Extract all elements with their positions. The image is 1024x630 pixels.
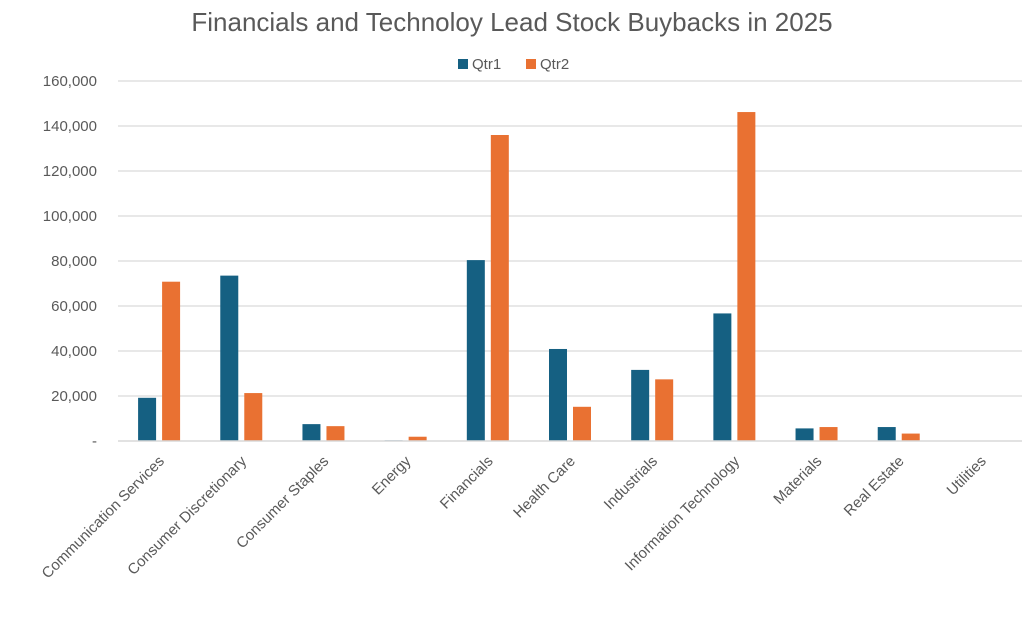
- bar-qtr2-energy: [408, 436, 427, 441]
- bars: [138, 112, 920, 442]
- x-tick-label: Energy: [369, 452, 415, 498]
- bar-qtr2-industrials: [655, 379, 674, 441]
- bar-qtr2-health-care: [573, 406, 591, 441]
- y-tick-label: 120,000: [43, 163, 97, 180]
- y-tick-label: 40,000: [51, 343, 97, 360]
- bar-qtr1-industrials: [631, 369, 650, 441]
- x-tick-label: Financials: [437, 453, 497, 513]
- y-tick-label: 20,000: [51, 388, 97, 405]
- legend-swatch-qtr2: [526, 59, 536, 69]
- bar-qtr2-financials: [490, 135, 509, 441]
- legend-swatch-qtr1: [458, 59, 468, 69]
- bar-qtr1-health-care: [549, 348, 567, 441]
- y-axis: - 20,000 40,000 60,000 80,000 100,000 120,000 1…: [43, 73, 97, 450]
- bar-qtr1-materials: [795, 428, 814, 441]
- chart-title: Financials and Technoloy Lead Stock Buyb…: [191, 7, 832, 37]
- x-tick-label: Materials: [770, 453, 825, 508]
- y-tick-label: 140,000: [43, 118, 97, 135]
- legend-label-qtr1: Qtr1: [472, 56, 501, 73]
- y-tick-label: 80,000: [51, 253, 97, 270]
- bar-qtr1-communication-services: [138, 397, 157, 441]
- bar-qtr2-real-estate: [901, 433, 920, 441]
- bar-qtr1-financials: [466, 260, 485, 441]
- bar-qtr2-consumer-staples: [326, 426, 345, 441]
- y-tick-label: -: [92, 433, 97, 450]
- x-tick-label: Utilities: [944, 453, 990, 499]
- y-tick-label: 100,000: [43, 208, 97, 225]
- x-tick-label: Industrials: [601, 453, 661, 513]
- y-tick-label: 60,000: [51, 298, 97, 315]
- bar-qtr2-materials: [819, 427, 838, 441]
- bar-qtr2-information-technology: [737, 112, 756, 442]
- bar-qtr2-consumer-discretionary: [244, 393, 263, 441]
- bar-qtr1-consumer-discretionary: [220, 275, 239, 441]
- x-tick-label: Consumer Staples: [233, 453, 332, 552]
- bar-qtr1-consumer-staples: [302, 424, 321, 441]
- gridlines: [118, 80, 1022, 397]
- bar-qtr2-communication-services: [162, 281, 181, 441]
- legend: Qtr1 Qtr2: [458, 56, 569, 73]
- bar-qtr1-information-technology: [713, 313, 732, 441]
- bar-qtr1-real-estate: [877, 427, 896, 441]
- legend-label-qtr2: Qtr2: [540, 56, 569, 73]
- x-tick-label: Health Care: [510, 453, 579, 522]
- y-tick-label: 160,000: [43, 73, 97, 90]
- x-tick-label: Real Estate: [841, 453, 908, 520]
